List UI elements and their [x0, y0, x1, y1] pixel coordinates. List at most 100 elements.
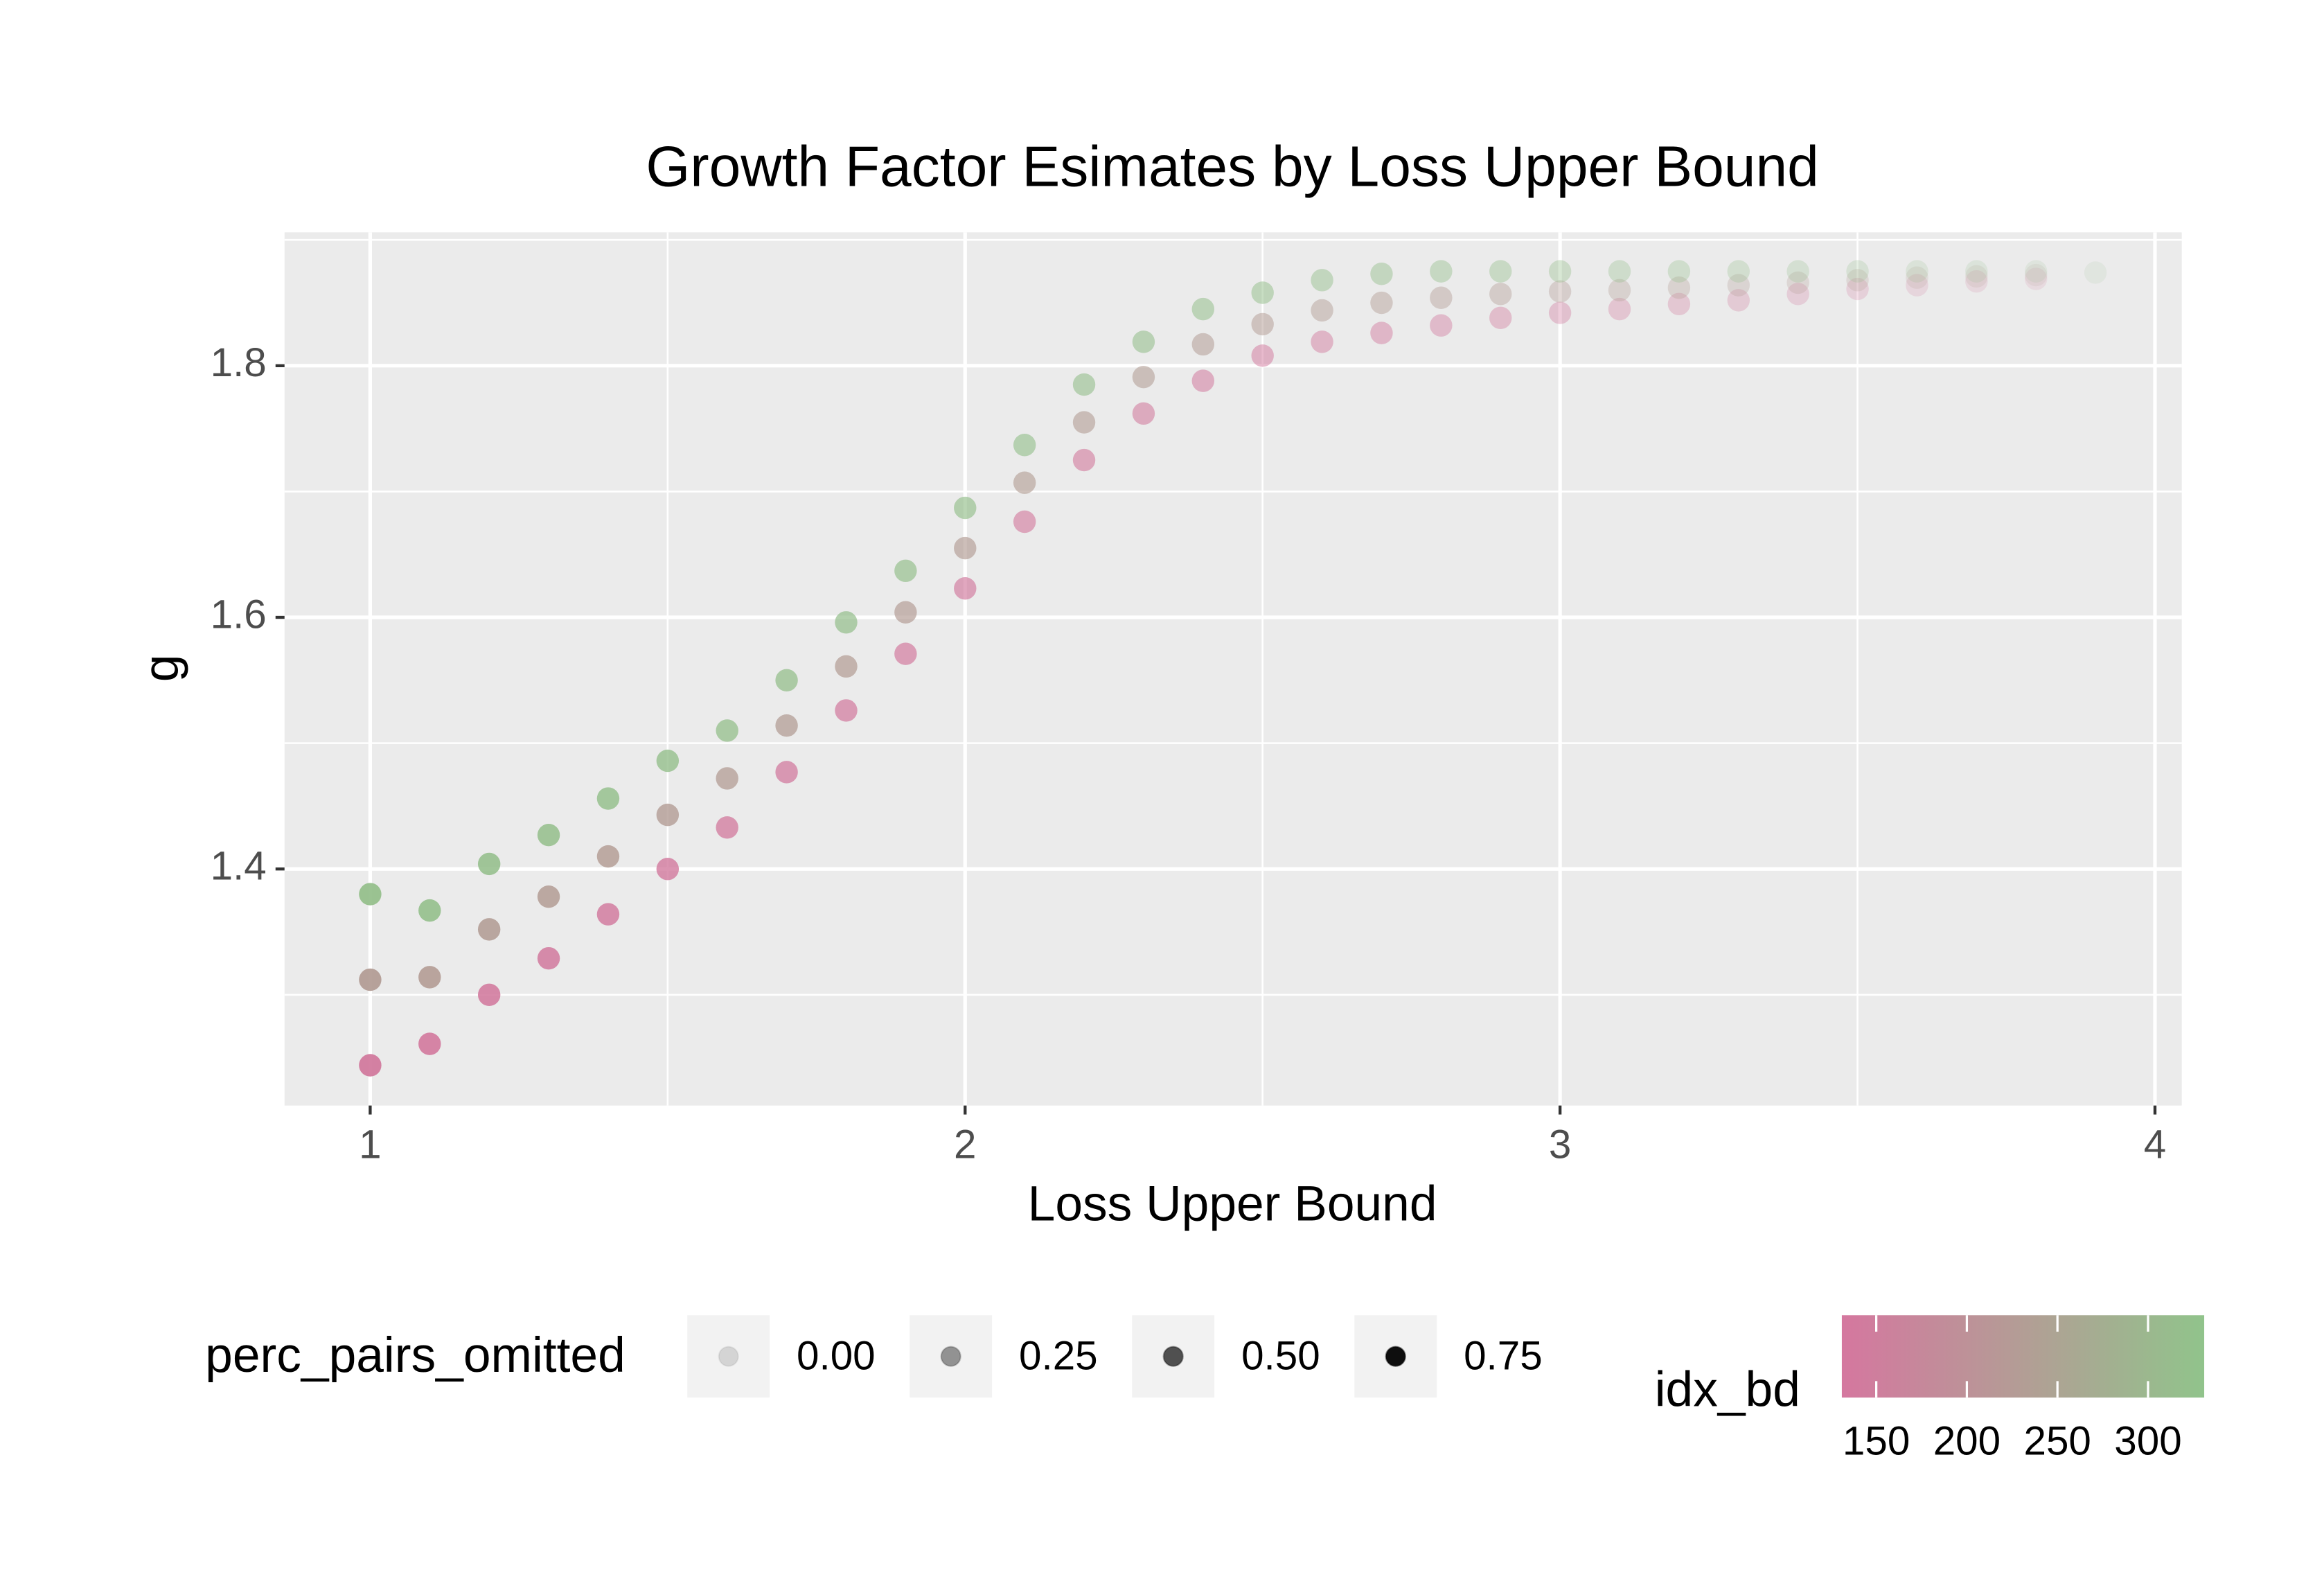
point	[1608, 260, 1631, 283]
point	[1906, 274, 1928, 297]
point	[835, 611, 858, 634]
point	[1727, 260, 1750, 283]
point	[1191, 333, 1215, 356]
point	[1370, 263, 1393, 285]
point	[1489, 306, 1512, 330]
point	[1667, 276, 1691, 299]
point	[894, 601, 917, 624]
point	[1786, 260, 1809, 283]
point	[477, 918, 501, 941]
point	[1072, 411, 1096, 434]
point	[1251, 312, 1274, 336]
point	[1489, 260, 1512, 283]
point	[894, 642, 917, 665]
point	[1251, 344, 1274, 367]
point	[775, 761, 798, 784]
point	[1132, 402, 1155, 425]
point	[716, 719, 738, 742]
point	[2025, 263, 2048, 287]
point	[1846, 260, 1869, 283]
legend-label: 0.25	[1019, 1333, 1098, 1378]
point	[1906, 260, 1928, 283]
colorbar-label: 300	[2114, 1419, 2181, 1464]
panel-background	[284, 232, 2182, 1106]
legend-symbol	[940, 1346, 961, 1367]
x-tick-label: 4	[2144, 1122, 2166, 1167]
point	[954, 496, 977, 520]
point	[1727, 274, 1750, 297]
y-tick-label: 1.4	[211, 844, 267, 889]
point	[418, 966, 441, 989]
x-tick-label: 1	[359, 1122, 381, 1167]
point	[1846, 269, 1869, 292]
point	[1430, 286, 1453, 309]
point	[1667, 260, 1691, 283]
colorbar-label: 250	[2024, 1419, 2091, 1464]
legend-title: perc_pairs_omitted	[205, 1327, 626, 1383]
point	[537, 885, 560, 908]
point	[1965, 265, 1988, 288]
plot-panel	[284, 232, 2182, 1106]
point	[477, 983, 501, 1007]
colorbar-label: 200	[1933, 1419, 2001, 1464]
x-tick-label: 2	[954, 1122, 976, 1167]
x-axis-label: Loss Upper Bound	[1028, 1176, 1437, 1231]
point	[2025, 267, 2048, 290]
point	[537, 823, 560, 847]
point	[1727, 289, 1750, 312]
point	[1191, 369, 1215, 392]
point	[656, 858, 680, 881]
colorbar-gradient	[1841, 1315, 2205, 1398]
legend-symbol	[718, 1346, 739, 1367]
point	[1906, 266, 1928, 289]
point	[1132, 365, 1155, 389]
legend-key	[910, 1315, 993, 1398]
legend-symbol	[1385, 1346, 1406, 1367]
point	[1846, 277, 1869, 301]
point	[1072, 448, 1096, 472]
point	[954, 577, 977, 600]
legend-title: idx_bd	[1655, 1362, 1800, 1418]
point	[1965, 260, 1988, 283]
point	[1608, 297, 1631, 321]
point	[1608, 279, 1631, 302]
point	[477, 852, 501, 876]
point	[1965, 270, 1988, 293]
point	[418, 1032, 441, 1055]
point	[1489, 283, 1512, 306]
point	[596, 845, 620, 868]
legend-label: 0.50	[1241, 1333, 1320, 1378]
point	[1132, 330, 1155, 353]
point	[835, 699, 858, 722]
point	[1311, 299, 1333, 322]
point	[1548, 301, 1572, 324]
legend-label: 0.75	[1464, 1333, 1543, 1378]
point	[1013, 434, 1036, 457]
legend-symbol	[1162, 1346, 1184, 1367]
point	[1013, 471, 1036, 494]
point	[656, 749, 680, 773]
point	[2025, 260, 2048, 283]
point	[1311, 330, 1333, 353]
point	[775, 669, 798, 692]
point	[359, 1054, 382, 1077]
point	[716, 767, 738, 790]
point	[2084, 261, 2107, 284]
colorbar-label: 150	[1843, 1419, 1910, 1464]
point	[1786, 283, 1809, 306]
point	[775, 714, 798, 737]
point	[537, 946, 560, 970]
point	[835, 655, 858, 678]
point	[1311, 269, 1333, 292]
point	[1072, 373, 1096, 396]
point	[1370, 321, 1393, 344]
point	[596, 903, 620, 926]
legend-key	[687, 1315, 770, 1398]
point	[1013, 510, 1036, 533]
y-axis-label: g	[134, 655, 189, 682]
point	[359, 968, 382, 991]
point	[1430, 314, 1453, 337]
point	[1548, 260, 1572, 283]
point	[1191, 297, 1215, 321]
